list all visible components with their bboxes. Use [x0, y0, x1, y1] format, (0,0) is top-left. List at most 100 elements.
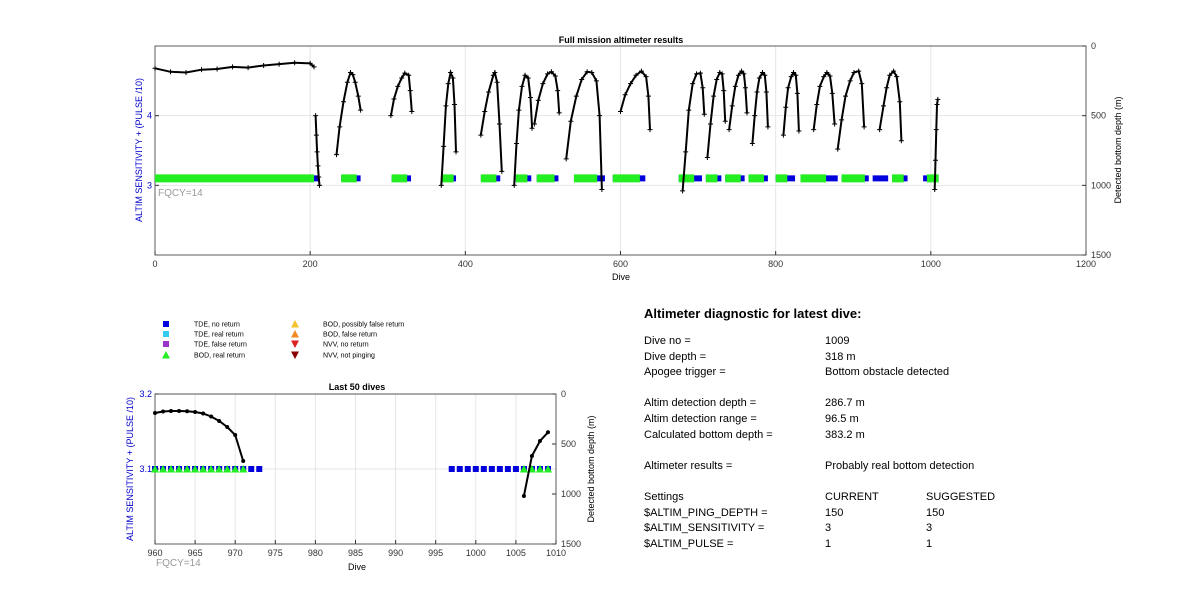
- bottom-depth-point: [839, 117, 845, 123]
- bottom-depth-point: [847, 78, 853, 84]
- bottom-depth-point: [245, 65, 251, 71]
- bottom-depth-point: [441, 143, 447, 149]
- bottom-depth-point: [152, 65, 158, 71]
- bottom-depth-line: [565, 70, 603, 190]
- bottom-depth-point: [897, 99, 903, 105]
- bottom-depth-point: [313, 113, 319, 119]
- bottom-depth-point: [884, 85, 890, 91]
- bottom-depth-point: [276, 61, 282, 67]
- legend-marker: [291, 320, 299, 328]
- bod-real-return-marker: [800, 174, 827, 183]
- bottom-depth-point: [241, 459, 246, 463]
- bottom-depth-point: [494, 79, 500, 85]
- legend-marker: [162, 351, 170, 359]
- x-tick-label: 1010: [546, 548, 566, 558]
- bod-real-return-marker: [159, 465, 168, 473]
- x-tick-label: 975: [268, 548, 283, 558]
- y2-tick-label: 1500: [1091, 250, 1111, 260]
- bottom-depth-point: [877, 127, 883, 133]
- bottom-depth-point: [316, 182, 322, 188]
- tde-no-return-marker: [464, 466, 471, 472]
- bottom-depth-point: [177, 409, 182, 413]
- tde-no-return-marker: [480, 466, 487, 472]
- small-fqcy-annotation: FQCY=14: [156, 558, 201, 569]
- bottom-depth-point: [233, 433, 238, 437]
- setting-current: 150: [825, 506, 844, 519]
- legend-label: NVV, no return: [323, 342, 369, 349]
- bottom-depth-point: [856, 68, 862, 74]
- bottom-depth-point: [341, 99, 347, 105]
- altim-depth-label: Altim detection depth =: [644, 397, 757, 410]
- dive-no-label: Dive no =: [644, 335, 691, 347]
- bottom-depth-point: [726, 127, 732, 133]
- bottom-depth-point: [593, 78, 599, 84]
- bottom-depth-point: [514, 141, 520, 147]
- bottom-depth-point: [443, 103, 449, 109]
- bottom-depth-point: [307, 60, 313, 66]
- bottom-depth-point: [225, 425, 230, 429]
- dive-no-row: Dive no = 1009: [644, 335, 1184, 351]
- x-tick-label: 990: [388, 548, 403, 558]
- bottom-depth-point: [749, 141, 755, 147]
- setting-row: $ALTIM_PING_DEPTH = 150 150: [644, 507, 1184, 523]
- bottom-depth-point: [337, 124, 343, 130]
- bottom-depth-point: [168, 69, 174, 75]
- bottom-depth-point: [859, 81, 865, 87]
- bottom-depth-point: [589, 69, 595, 75]
- bottom-depth-point: [352, 79, 358, 85]
- legend-marker: [291, 351, 299, 359]
- bottom-depth-point: [521, 494, 526, 498]
- bottom-depth-point: [690, 81, 696, 87]
- calc-depth-value: 383.2 m: [825, 428, 865, 441]
- bottom-depth-point: [214, 66, 220, 72]
- bod-real-return-marker: [183, 465, 192, 473]
- setting-row: $ALTIM_PULSE = 1 1: [644, 538, 1184, 554]
- bottom-depth-point: [388, 113, 394, 119]
- small-y2-axis-label: Detected bottom depth (m): [586, 415, 596, 522]
- bottom-depth-point: [201, 411, 206, 416]
- y2-tick-label: 1000: [1091, 180, 1111, 190]
- x-tick-label: 965: [188, 548, 203, 558]
- bottom-depth-point: [555, 88, 561, 94]
- bottom-depth-point: [355, 93, 361, 99]
- bottom-depth-point: [453, 149, 459, 155]
- altim-range-row: Altim detection range = 96.5 m: [644, 413, 1184, 429]
- bottom-depth-point: [719, 71, 725, 77]
- bottom-depth-point: [169, 409, 174, 413]
- bottom-depth-point: [597, 113, 603, 119]
- bottom-depth-point: [788, 74, 794, 80]
- legend-label: BOD, false return: [323, 332, 377, 339]
- bod-real-return-marker: [535, 465, 544, 473]
- bottom-depth-point: [697, 70, 703, 76]
- bottom-depth-point: [714, 76, 720, 82]
- legend-marker: [163, 331, 169, 337]
- bottom-depth-point: [402, 70, 408, 76]
- bottom-depth-point: [934, 102, 940, 108]
- bottom-depth-point: [183, 69, 189, 75]
- bottom-depth-point: [451, 102, 457, 108]
- bottom-depth-line: [513, 73, 534, 186]
- bottom-depth-point: [406, 72, 412, 78]
- tde-no-return-marker: [496, 466, 503, 472]
- bod-real-return-marker: [191, 465, 200, 473]
- x-tick-label: 600: [613, 259, 628, 269]
- tde-no-return-marker: [472, 466, 479, 472]
- setting-suggested: 3: [926, 522, 933, 535]
- bottom-depth-point: [599, 187, 605, 193]
- tde-no-return-marker: [504, 466, 511, 472]
- bottom-depth-line: [522, 431, 549, 497]
- current-header: CURRENT: [825, 490, 879, 503]
- bottom-depth-point: [647, 127, 653, 133]
- x-tick-label: 985: [348, 548, 363, 558]
- main-x-axis-label: Dive: [612, 272, 630, 282]
- bottom-depth-point: [683, 149, 689, 155]
- y2-tick-label: 1000: [561, 489, 581, 499]
- bottom-depth-point: [445, 81, 451, 87]
- diagnostic-title: Altimeter diagnostic for latest dive:: [644, 306, 862, 321]
- calc-depth-row: Calculated bottom depth = 383.2 m: [644, 429, 1184, 445]
- bottom-depth-point: [217, 419, 222, 423]
- x-tick-label: 200: [303, 259, 318, 269]
- bod-real-return-marker: [892, 174, 904, 183]
- main-y2-axis-label: Detected bottom depth (m): [1113, 96, 1123, 203]
- small-chart: Last 50 dives Dive ALTIM SENSITIVITY + (…: [125, 382, 596, 572]
